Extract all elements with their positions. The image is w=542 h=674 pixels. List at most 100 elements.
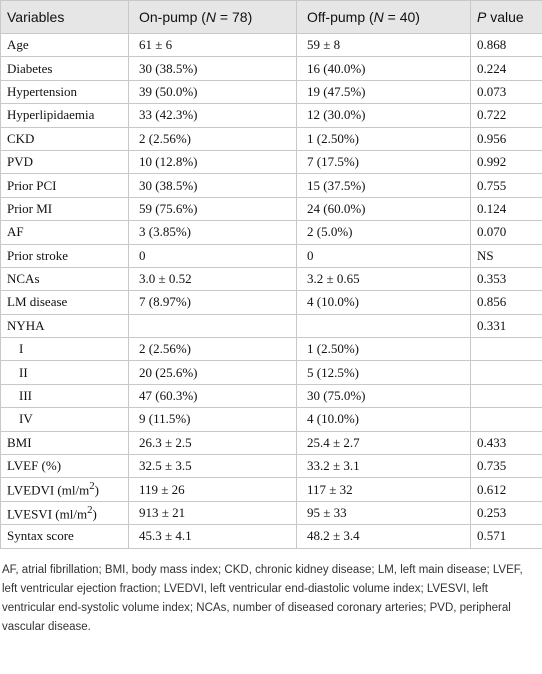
table-cell: Age bbox=[0, 32, 129, 58]
table-row: NCAs 3.0 ± 0.52 3.2 ± 0.65 0.353 bbox=[0, 266, 542, 292]
table-row: LVESVI (ml/m2) 913 ± 21 95 ± 33 0.253 bbox=[0, 500, 542, 526]
table-cell: LVEDVI (ml/m2) bbox=[0, 477, 129, 502]
table-cell: 4 (10.0%) bbox=[296, 290, 471, 315]
header-cell: P value bbox=[470, 0, 542, 34]
table-row: Age 61 ± 6 59 ± 8 0.868 bbox=[0, 32, 542, 58]
table-cell: 5 (12.5%) bbox=[296, 360, 471, 385]
table-cell: 3.0 ± 0.52 bbox=[128, 266, 297, 292]
table-cell: 47 (60.3%) bbox=[128, 383, 297, 409]
table-row: Prior PCI 30 (38.5%) 15 (37.5%) 0.755 bbox=[0, 173, 542, 198]
table-cell: 30 (75.0%) bbox=[296, 383, 471, 409]
table-cell: 0.612 bbox=[470, 477, 542, 502]
cell-text: 2 bbox=[87, 503, 93, 516]
table-cell: 10 (12.8%) bbox=[128, 149, 297, 175]
table-row: Prior MI 59 (75.6%) 24 (60.0%) 0.124 bbox=[0, 196, 542, 222]
table-cell: LM disease bbox=[0, 290, 129, 315]
table-cell: 0.253 bbox=[470, 500, 542, 526]
table-cell: AF bbox=[0, 220, 129, 245]
table-row: NYHA 0.331 bbox=[0, 313, 542, 339]
table-cell bbox=[470, 383, 542, 409]
table-row: Hypertension 39 (50.0%) 19 (47.5%) 0.073 bbox=[0, 79, 542, 105]
table-cell: I bbox=[0, 337, 129, 362]
header-text: = 78) bbox=[216, 9, 253, 25]
table-cell: LVESVI (ml/m2) bbox=[0, 500, 129, 526]
table-cell: 33 (42.3%) bbox=[128, 103, 297, 128]
table-cell: 0.124 bbox=[470, 196, 542, 222]
table-cell: 0.433 bbox=[470, 430, 542, 456]
table-cell: 0.353 bbox=[470, 266, 542, 292]
table-cell: NYHA bbox=[0, 313, 129, 339]
header-row: Variables On-pump (N = 78) Off-pump (N = 4… bbox=[0, 0, 542, 34]
table-cell: 24 (60.0%) bbox=[296, 196, 471, 222]
table-cell: 0.856 bbox=[470, 290, 542, 315]
table-cell bbox=[128, 313, 297, 339]
cell-text: ) bbox=[92, 506, 97, 522]
table-cell: 2 (2.56%) bbox=[128, 337, 297, 362]
table-cell bbox=[296, 313, 471, 339]
table-row: Prior stroke 0 0 NS bbox=[0, 243, 542, 268]
table-cell: Diabetes bbox=[0, 56, 129, 81]
table-cell: NCAs bbox=[0, 266, 129, 292]
table-cell: 19 (47.5%) bbox=[296, 79, 471, 105]
table-cell: PVD bbox=[0, 149, 129, 175]
table-row: LVEF (%) 32.5 ± 3.5 33.2 ± 3.1 0.735 bbox=[0, 454, 542, 479]
table-cell: 117 ± 32 bbox=[296, 477, 471, 502]
table-cell: 7 (17.5%) bbox=[296, 149, 471, 175]
table-cell: 3.2 ± 0.65 bbox=[296, 266, 471, 292]
table-cell: 0.755 bbox=[470, 173, 542, 198]
table-cell: 4 (10.0%) bbox=[296, 407, 471, 432]
table-cell: 0 bbox=[296, 243, 471, 268]
table-cell: 39 (50.0%) bbox=[128, 79, 297, 105]
header-cell: On-pump (N = 78) bbox=[128, 0, 297, 34]
table-cell: Prior PCI bbox=[0, 173, 129, 198]
table-row: LM disease 7 (8.97%) 4 (10.0%) 0.856 bbox=[0, 290, 542, 315]
table-cell: 0.992 bbox=[470, 149, 542, 175]
table-cell: 32.5 ± 3.5 bbox=[128, 454, 297, 479]
table-cell: 12 (30.0%) bbox=[296, 103, 471, 128]
header-text: On-pump ( bbox=[139, 9, 206, 25]
table-cell: 20 (25.6%) bbox=[128, 360, 297, 385]
table-cell bbox=[470, 337, 542, 362]
table-row: LVEDVI (ml/m2) 119 ± 26 117 ± 32 0.612 bbox=[0, 477, 542, 502]
table-row: PVD 10 (12.8%) 7 (17.5%) 0.992 bbox=[0, 149, 542, 175]
table-cell: 0.571 bbox=[470, 524, 542, 549]
table-row: Hyperlipidaemia 33 (42.3%) 12 (30.0%) 0.722 bbox=[0, 103, 542, 128]
table-cell: LVEF (%) bbox=[0, 454, 129, 479]
table-cell: NS bbox=[470, 243, 542, 268]
table-cell: 3 (3.85%) bbox=[128, 220, 297, 245]
cell-text: 2 bbox=[89, 480, 95, 493]
header-cell: Variables bbox=[0, 0, 129, 34]
table-cell: 59 ± 8 bbox=[296, 32, 471, 58]
header-text: N bbox=[205, 9, 217, 25]
header-text: Variables bbox=[7, 9, 65, 25]
table-row: II 20 (25.6%) 5 (12.5%) bbox=[0, 360, 542, 385]
table-row: Syntax score 45.3 ± 4.1 48.2 ± 3.4 0.571 bbox=[0, 524, 542, 549]
table-cell bbox=[470, 360, 542, 385]
header-text: P bbox=[477, 9, 487, 25]
table-cell: BMI bbox=[0, 430, 129, 456]
table-cell: 7 (8.97%) bbox=[128, 290, 297, 315]
table-cell: 0.224 bbox=[470, 56, 542, 81]
cell-text: LVESVI (ml/m bbox=[7, 506, 88, 522]
table-cell: 0.868 bbox=[470, 32, 542, 58]
header-text: value bbox=[486, 9, 524, 25]
table-cell: 2 (2.56%) bbox=[128, 126, 297, 151]
table-cell: 913 ± 21 bbox=[128, 500, 297, 526]
table-body: Age 61 ± 6 59 ± 8 0.868 Diabetes 30 (38.5%) 16… bbox=[0, 32, 542, 549]
table-cell: CKD bbox=[0, 126, 129, 151]
table-cell: 30 (38.5%) bbox=[128, 173, 297, 198]
table-cell: 0.722 bbox=[470, 103, 542, 128]
table-row: BMI 26.3 ± 2.5 25.4 ± 2.7 0.433 bbox=[0, 430, 542, 456]
header-text: = 40) bbox=[383, 9, 420, 25]
table-cell: 0.073 bbox=[470, 79, 542, 105]
table-cell: Hyperlipidaemia bbox=[0, 103, 129, 128]
table-row: IV 9 (11.5%) 4 (10.0%) bbox=[0, 407, 542, 432]
table-cell bbox=[470, 407, 542, 432]
table-cell: 45.3 ± 4.1 bbox=[128, 524, 297, 549]
table-cell: 95 ± 33 bbox=[296, 500, 471, 526]
table-cell: 2 (5.0%) bbox=[296, 220, 471, 245]
table-row: AF 3 (3.85%) 2 (5.0%) 0.070 bbox=[0, 220, 542, 245]
table-cell: Prior stroke bbox=[0, 243, 129, 268]
